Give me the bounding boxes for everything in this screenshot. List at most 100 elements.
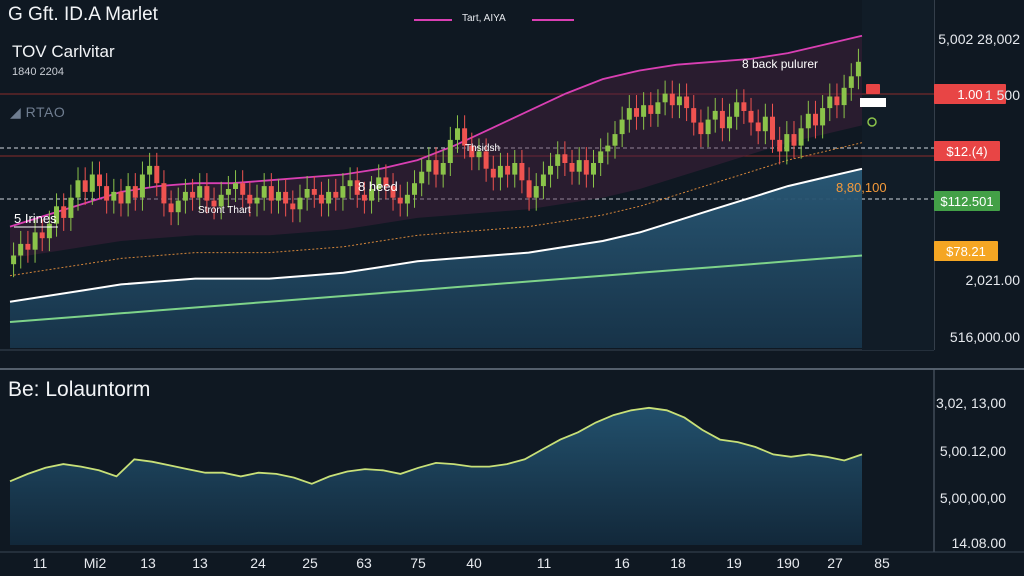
candle-body bbox=[848, 76, 854, 88]
candle-body bbox=[719, 110, 725, 129]
candle-body bbox=[490, 168, 496, 178]
candle-body bbox=[626, 108, 632, 120]
x-axis-tick-label: 13 bbox=[140, 555, 156, 571]
chart-annotation: 8 back pulurer bbox=[742, 57, 818, 71]
x-axis-tick-label: 19 bbox=[726, 555, 742, 571]
indicator-axis-tick-label: 14.08.00 bbox=[952, 535, 1007, 551]
candle-body bbox=[777, 139, 783, 152]
price-axis-tick-label: 2,021.00 bbox=[966, 272, 1021, 288]
candle-body bbox=[591, 163, 596, 175]
brand-label: RTAO bbox=[25, 104, 66, 120]
x-axis-tick-label: 11 bbox=[33, 555, 48, 571]
candle-body bbox=[648, 105, 654, 114]
price-tag bbox=[934, 191, 1000, 211]
chart-annotation: 8,80,100 bbox=[836, 180, 887, 195]
candle-body bbox=[61, 206, 67, 218]
price-tag bbox=[934, 141, 1000, 161]
candle-body bbox=[755, 122, 761, 132]
candle-body bbox=[68, 197, 74, 218]
price-tag-label: $78.21 bbox=[946, 244, 986, 259]
price-axis-tick-label: 5,002 28,002 bbox=[938, 31, 1020, 47]
candle-body bbox=[497, 165, 503, 178]
chart-annotation: Stront Thart bbox=[198, 205, 251, 216]
candle-body bbox=[583, 160, 589, 175]
candle-body bbox=[290, 203, 296, 210]
candle-body bbox=[598, 151, 604, 163]
legend-label: Tart, AIYA bbox=[462, 13, 506, 24]
x-axis-tick-label: 18 bbox=[670, 555, 686, 571]
candle-body bbox=[712, 110, 718, 120]
candle-body bbox=[762, 116, 768, 132]
price-axis-tick-label: 516,000.00 bbox=[950, 329, 1020, 345]
candle-body bbox=[447, 139, 453, 163]
candle-body bbox=[326, 191, 332, 204]
candle-body bbox=[211, 200, 217, 207]
price-tag bbox=[934, 241, 998, 261]
candle-body bbox=[748, 110, 754, 123]
chart-annotation: Thsidsh bbox=[465, 143, 500, 154]
x-axis-tick-label: 27 bbox=[827, 555, 843, 571]
candle-body bbox=[340, 186, 346, 198]
indicator-panel-title: Be: Lolauntorm bbox=[8, 378, 151, 401]
candle-body bbox=[197, 186, 203, 198]
candle-body bbox=[247, 194, 253, 204]
price-tag-label: $12.(4) bbox=[946, 144, 987, 159]
indicator-line bbox=[9, 406, 863, 485]
candle-body bbox=[25, 243, 31, 250]
candle-body bbox=[676, 96, 682, 106]
candle-body bbox=[261, 186, 267, 198]
candle-body bbox=[813, 113, 818, 126]
candle-body bbox=[540, 174, 546, 187]
candle-body bbox=[254, 197, 260, 204]
candle-body bbox=[462, 128, 468, 146]
indicator-axis-tick-label: 3,02, 13,00 bbox=[936, 395, 1006, 411]
candle-body bbox=[204, 186, 210, 201]
candle-body bbox=[11, 255, 17, 265]
candle-body bbox=[634, 108, 639, 117]
x-axis-tick-label: 11 bbox=[537, 555, 552, 571]
price-axis-tick-label: 1 500 bbox=[985, 87, 1020, 103]
candle-body bbox=[669, 93, 675, 106]
candle-body bbox=[612, 134, 618, 146]
candle-body bbox=[426, 160, 432, 172]
candle-body bbox=[54, 206, 59, 224]
candle-body bbox=[118, 191, 124, 204]
candle-body bbox=[576, 160, 582, 172]
candle-body bbox=[283, 191, 289, 204]
candle-body bbox=[82, 180, 88, 192]
candle-body bbox=[691, 108, 697, 123]
candle-body bbox=[770, 116, 775, 140]
candle-body bbox=[741, 102, 747, 111]
candle-body bbox=[397, 197, 403, 204]
x-axis-tick-label: Mi2 bbox=[84, 555, 107, 571]
candle-body bbox=[798, 128, 804, 146]
x-axis-tick-label: 13 bbox=[192, 555, 208, 571]
candle-body bbox=[190, 191, 196, 198]
price-right-gutter bbox=[862, 0, 934, 350]
candle-body bbox=[361, 194, 367, 201]
candle-body bbox=[662, 93, 668, 103]
candle-body bbox=[347, 180, 353, 187]
candle-body bbox=[225, 189, 231, 195]
price-tag bbox=[934, 84, 1006, 104]
price-area-fill bbox=[10, 168, 862, 348]
candle-body bbox=[641, 105, 647, 117]
x-axis-tick-label: 190 bbox=[776, 555, 800, 571]
candle-body bbox=[655, 102, 661, 114]
x-axis-tick-label: 63 bbox=[356, 555, 372, 571]
candle-body bbox=[784, 134, 790, 152]
candle-body bbox=[440, 163, 446, 175]
candle-body bbox=[834, 96, 840, 106]
candle-body bbox=[705, 119, 711, 135]
candle-body bbox=[125, 186, 131, 204]
candle-body bbox=[218, 194, 224, 207]
candle-body bbox=[32, 232, 38, 250]
candle-body bbox=[412, 183, 417, 195]
candle-body bbox=[75, 180, 81, 198]
indicator-area-fill bbox=[10, 407, 862, 545]
candle-body bbox=[805, 113, 811, 129]
orange-ma-line bbox=[9, 142, 863, 277]
candle-body bbox=[46, 223, 52, 239]
x-axis-tick-label: 16 bbox=[614, 555, 630, 571]
